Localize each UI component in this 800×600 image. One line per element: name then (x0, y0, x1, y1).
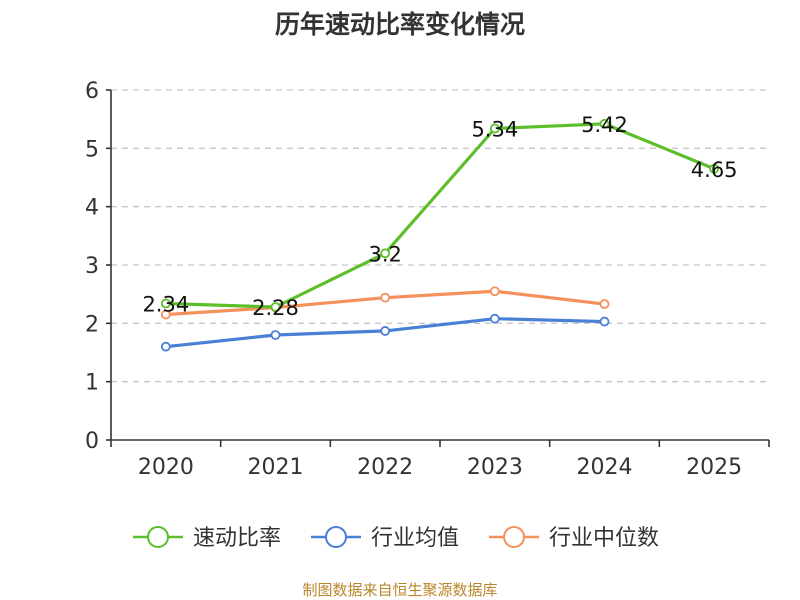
x-tick-label: 2025 (686, 455, 742, 480)
source-note: 制图数据来自恒生聚源数据库 (302, 581, 497, 599)
data-label: 5.42 (581, 113, 628, 137)
data-point (599, 118, 610, 129)
data-point (380, 326, 391, 336)
data-point (380, 248, 391, 259)
x-tick-label: 2023 (467, 455, 523, 480)
y-tick-label: 2 (85, 312, 99, 337)
y-tick-label: 1 (85, 371, 99, 396)
y-tick-label: 6 (85, 79, 99, 104)
y-tick-label: 0 (85, 429, 99, 454)
legend-marker (325, 526, 347, 548)
series-line-0 (165, 122, 715, 309)
legend-marker (503, 526, 525, 548)
axes: 0 1 2 3 4 5 6 2020 2021 2022 2023 2024 2025 (85, 79, 770, 480)
y-tick-label: 5 (85, 137, 99, 162)
legend-item-1[interactable]: 行业均值 (311, 526, 459, 551)
legend-item-0[interactable]: 速动比率 (133, 526, 281, 551)
data-label: 5.34 (471, 118, 518, 142)
series (160, 118, 720, 352)
data-point (709, 163, 720, 174)
data-label: 4.65 (691, 158, 738, 182)
data-point (160, 309, 171, 320)
legend-label: 速动比率 (193, 526, 281, 551)
x-tick-label: 2021 (248, 455, 304, 480)
legend-label: 行业中位数 (549, 526, 659, 551)
data-label: 2.28 (252, 296, 299, 320)
y-tick-label: 4 (85, 196, 99, 221)
data-point (160, 341, 171, 352)
x-tick-label: 2024 (577, 455, 633, 480)
data-point (380, 292, 391, 303)
x-tick-label: 2020 (138, 455, 194, 480)
legend-marker (147, 526, 169, 548)
legend-item-2[interactable]: 行业中位数 (489, 526, 659, 551)
chart-title: 历年速动比率变化情况 (275, 10, 525, 39)
data-point (489, 123, 500, 134)
data-label: 3.2 (368, 242, 401, 266)
data-point (599, 316, 610, 327)
data-label: 2.34 (142, 293, 189, 317)
data-point (489, 313, 500, 324)
data-point (270, 302, 281, 312)
x-tick-label: 2022 (357, 455, 413, 480)
legend-label: 行业均值 (371, 526, 459, 551)
grid (111, 89, 769, 383)
data-labels: 2.34 2.28 3.2 5.34 5.42 4.65 (142, 113, 737, 320)
data-point (270, 330, 281, 340)
legend[interactable]: 速动比率 行业均值 行业中位数 (133, 526, 659, 551)
data-point (599, 299, 610, 309)
data-point (160, 298, 171, 309)
y-tick-label: 3 (85, 254, 99, 279)
data-point (489, 286, 500, 297)
